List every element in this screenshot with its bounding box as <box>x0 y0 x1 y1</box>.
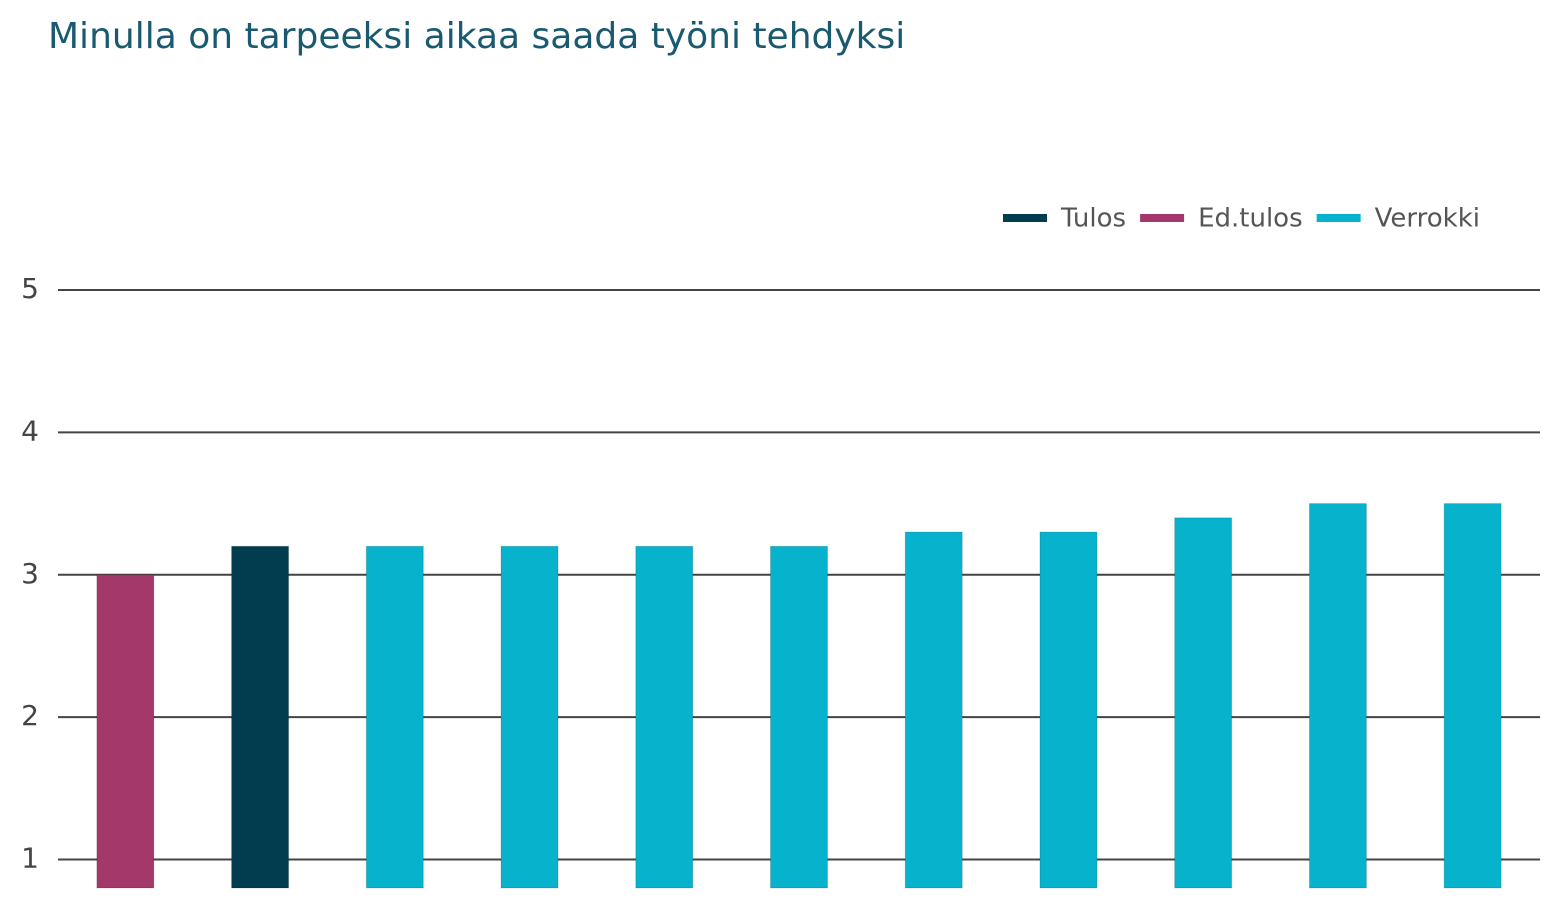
y-tick-label: 1 <box>21 842 39 875</box>
bar <box>500 545 559 889</box>
legend-swatch <box>1316 214 1361 222</box>
bar <box>231 545 290 889</box>
legend-label: Verrokki <box>1375 204 1480 234</box>
bar <box>1039 531 1098 889</box>
bar <box>635 545 694 889</box>
y-tick-label: 3 <box>21 557 39 590</box>
bar <box>1443 503 1502 889</box>
bar <box>770 545 828 889</box>
bar <box>904 531 963 889</box>
bar <box>1174 517 1233 889</box>
bar <box>1308 503 1367 889</box>
chart-title: Minulla on tarpeeksi aikaa saada työni t… <box>48 16 905 57</box>
bar <box>96 574 155 889</box>
y-tick-label: 4 <box>21 414 39 447</box>
y-tick-label: 5 <box>21 272 39 305</box>
legend-label: Tulos <box>1060 204 1126 234</box>
legend-label: Ed.tulos <box>1198 204 1303 234</box>
legend-swatch <box>1003 214 1047 222</box>
legend-swatch <box>1140 214 1185 222</box>
y-tick-label: 2 <box>21 699 39 732</box>
bar <box>365 545 424 889</box>
